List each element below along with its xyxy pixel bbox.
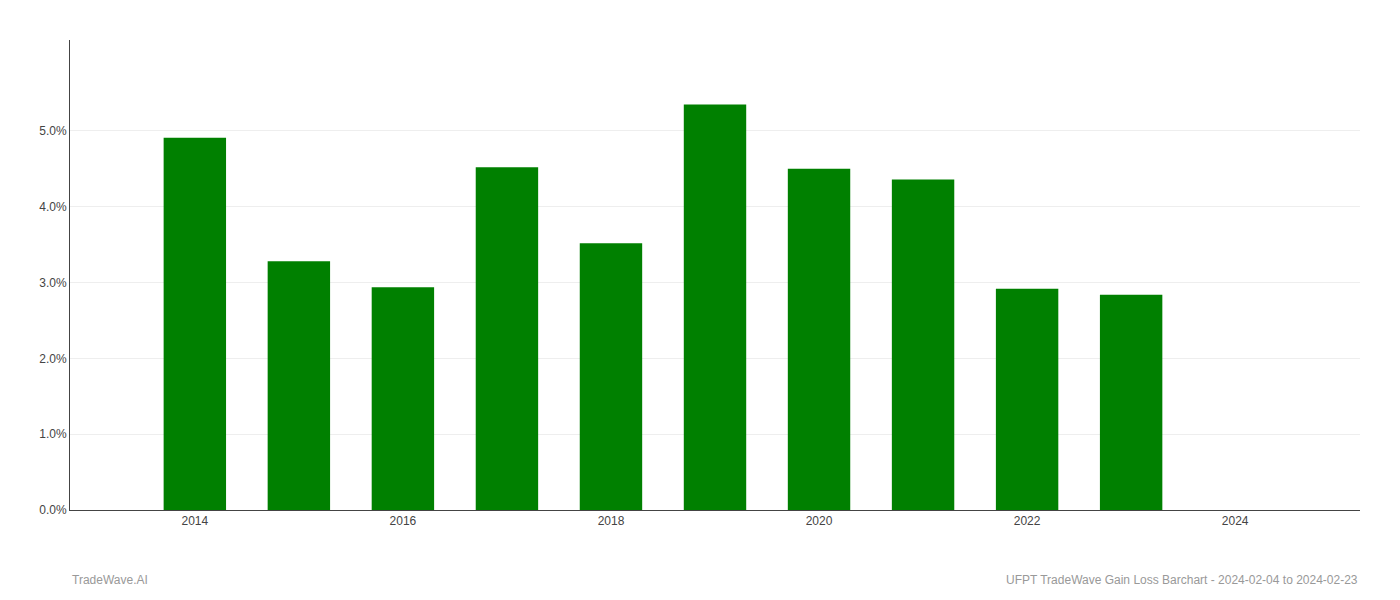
svg-text:2024: 2024 (1222, 514, 1249, 528)
svg-text:0.0%: 0.0% (39, 503, 67, 517)
svg-text:2016: 2016 (390, 514, 417, 528)
svg-text:2022: 2022 (1014, 514, 1041, 528)
svg-text:2.0%: 2.0% (39, 352, 67, 366)
svg-text:4.0%: 4.0% (39, 200, 67, 214)
svg-text:UFPT TradeWave Gain Loss Barch: UFPT TradeWave Gain Loss Barchart - 2024… (1006, 573, 1358, 587)
svg-text:TradeWave.AI: TradeWave.AI (72, 573, 148, 587)
svg-text:2020: 2020 (806, 514, 833, 528)
svg-text:5.0%: 5.0% (39, 124, 67, 138)
svg-text:2018: 2018 (598, 514, 625, 528)
svg-text:3.0%: 3.0% (39, 276, 67, 290)
svg-text:1.0%: 1.0% (39, 427, 67, 441)
svg-text:2014: 2014 (181, 514, 208, 528)
